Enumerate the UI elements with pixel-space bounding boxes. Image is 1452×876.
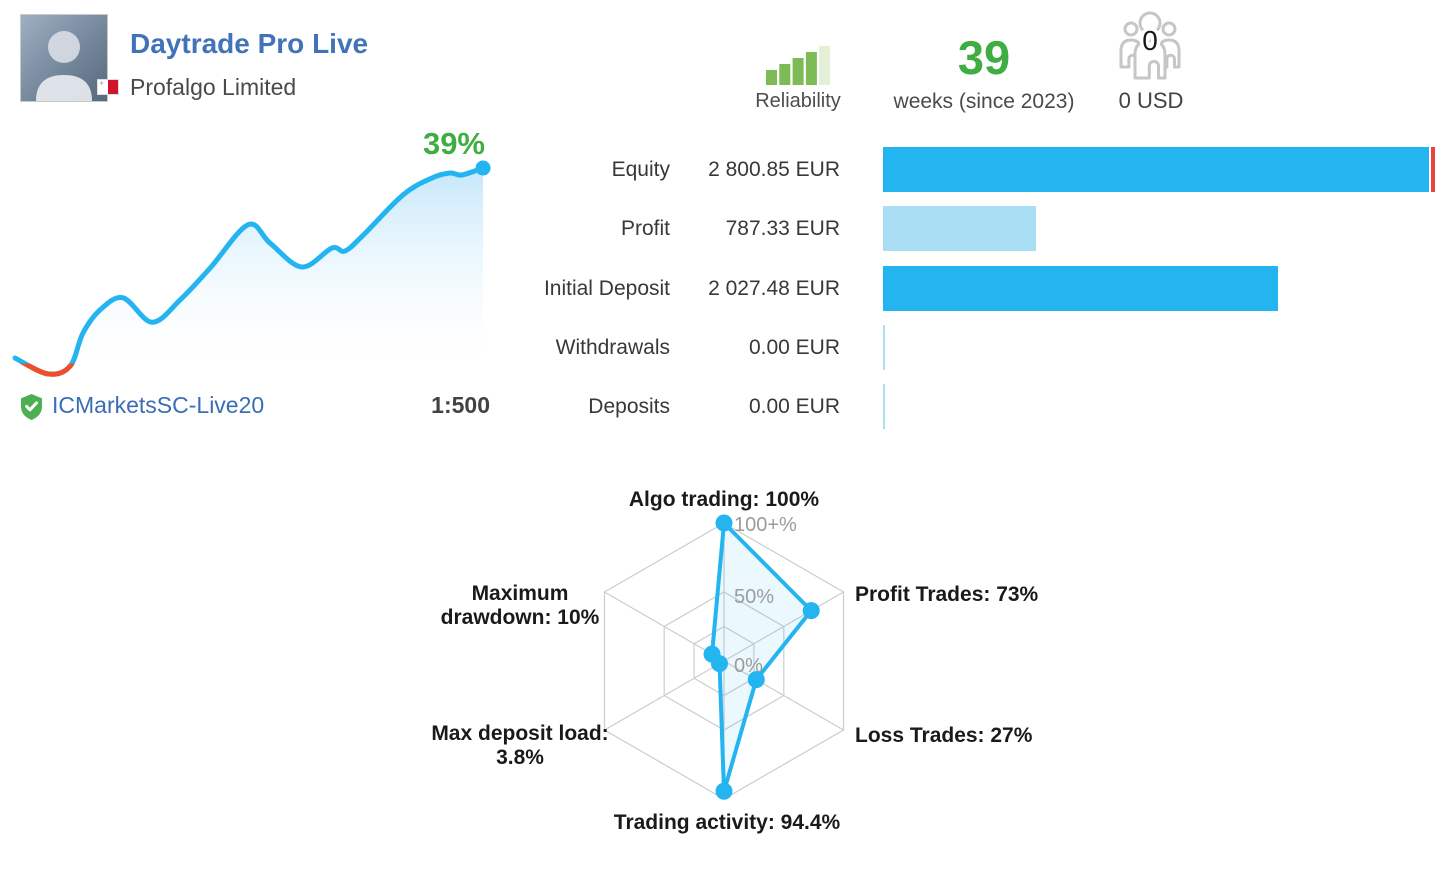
growth-line — [12, 165, 486, 377]
avatar[interactable] — [20, 14, 108, 102]
growth-chart: 39% — [12, 126, 491, 382]
reliability-bar — [819, 46, 831, 85]
finance-row-value: 787.33 EUR — [725, 217, 840, 240]
finance-row-label: Initial Deposit — [543, 277, 670, 300]
radar-ring-label: 50% — [734, 586, 774, 608]
radar-axis-spoke — [604, 660, 725, 731]
reliability-bar — [805, 52, 817, 85]
finance-row-bar — [883, 266, 1278, 311]
reliability-label: Reliability — [755, 90, 841, 112]
radar-ring-label: 100+% — [734, 514, 797, 536]
author-name: Profalgo Limited — [130, 73, 297, 100]
growth-percent-label: 39% — [422, 126, 485, 161]
finance-row: Withdrawals 0.00 EUR — [0, 325, 1452, 370]
finance-row-bar — [883, 325, 885, 370]
reliability-bar — [792, 58, 804, 85]
finance-row-value: 2 027.48 EUR — [708, 277, 840, 300]
radar-data-dot — [715, 514, 733, 532]
growth-end-dot — [475, 160, 491, 176]
verified-shield-icon — [20, 393, 43, 426]
radar-data-dot — [703, 645, 721, 663]
finance-row-label: Equity — [611, 158, 670, 181]
trading-statistics-radar: 0% 50% 100+% — [540, 505, 910, 815]
signal-title-link[interactable]: Daytrade Pro Live — [130, 28, 369, 59]
radar-ring-label: 0% — [734, 655, 763, 677]
finance-row-label: Withdrawals — [555, 336, 670, 359]
signal-age-weeks: 39 — [957, 31, 1011, 84]
finance-row: Deposits 0.00 EUR — [0, 384, 1452, 429]
radar-axis-spoke — [723, 591, 844, 662]
growth-area-fill — [15, 168, 483, 382]
finance-row-bar — [883, 147, 1429, 192]
radar-label-profit-trades: Profit Trades: 73% — [855, 583, 1039, 606]
broker-account-link[interactable]: ICMarketsSC-Live20 — [52, 392, 265, 418]
radar-axis-spoke — [604, 591, 725, 662]
reliability-bar — [766, 70, 777, 85]
radar-label-maximum-drawdown: Maximum drawdown: 10% — [440, 582, 600, 629]
finance-row-bar — [883, 206, 1036, 251]
signal-age-label: weeks (since 2023) — [893, 90, 1075, 113]
malta-flag-icon — [98, 80, 118, 94]
finance-row: Profit 787.33 EUR — [0, 206, 1452, 251]
finance-row-label: Deposits — [588, 395, 670, 418]
finance-row-label: Profit — [620, 217, 670, 240]
finance-row-value: 0.00 EUR — [748, 395, 840, 418]
max-equity-marker — [1431, 147, 1435, 192]
radar-label-algo-trading: Algo trading: 100% — [628, 488, 820, 511]
avatar-placeholder-image — [36, 31, 92, 101]
finance-row: Equity 2 800.85 EUR — [0, 147, 1452, 192]
radar-label-trading-activity: Trading activity: 94.4% — [613, 811, 841, 834]
subscribers-funds: 0 USD — [1118, 88, 1184, 113]
radar-axis-spoke — [723, 660, 844, 731]
finance-row-value: 0.00 EUR — [748, 336, 840, 359]
radar-label-loss-trades: Loss Trades: 27% — [855, 724, 1033, 747]
radar-label-max-deposit-load: Max deposit load: 3.8% — [431, 722, 609, 769]
subscribers-icon: 0 — [1118, 10, 1182, 87]
finance-row: Initial Deposit 2 027.48 EUR — [0, 266, 1452, 311]
subscribers-count: 0 — [1142, 25, 1158, 56]
radar-data-dot — [802, 602, 820, 620]
finance-row-bar — [883, 384, 885, 429]
reliability-bars-icon — [766, 46, 831, 90]
reliability-bar — [779, 64, 791, 85]
leverage-value: 1:500 — [431, 392, 490, 418]
author-row: Profalgo Limited — [98, 74, 296, 100]
radar-data-dot — [715, 782, 733, 800]
finance-row-value: 2 800.85 EUR — [708, 158, 840, 181]
radar-data-dot — [747, 671, 765, 689]
